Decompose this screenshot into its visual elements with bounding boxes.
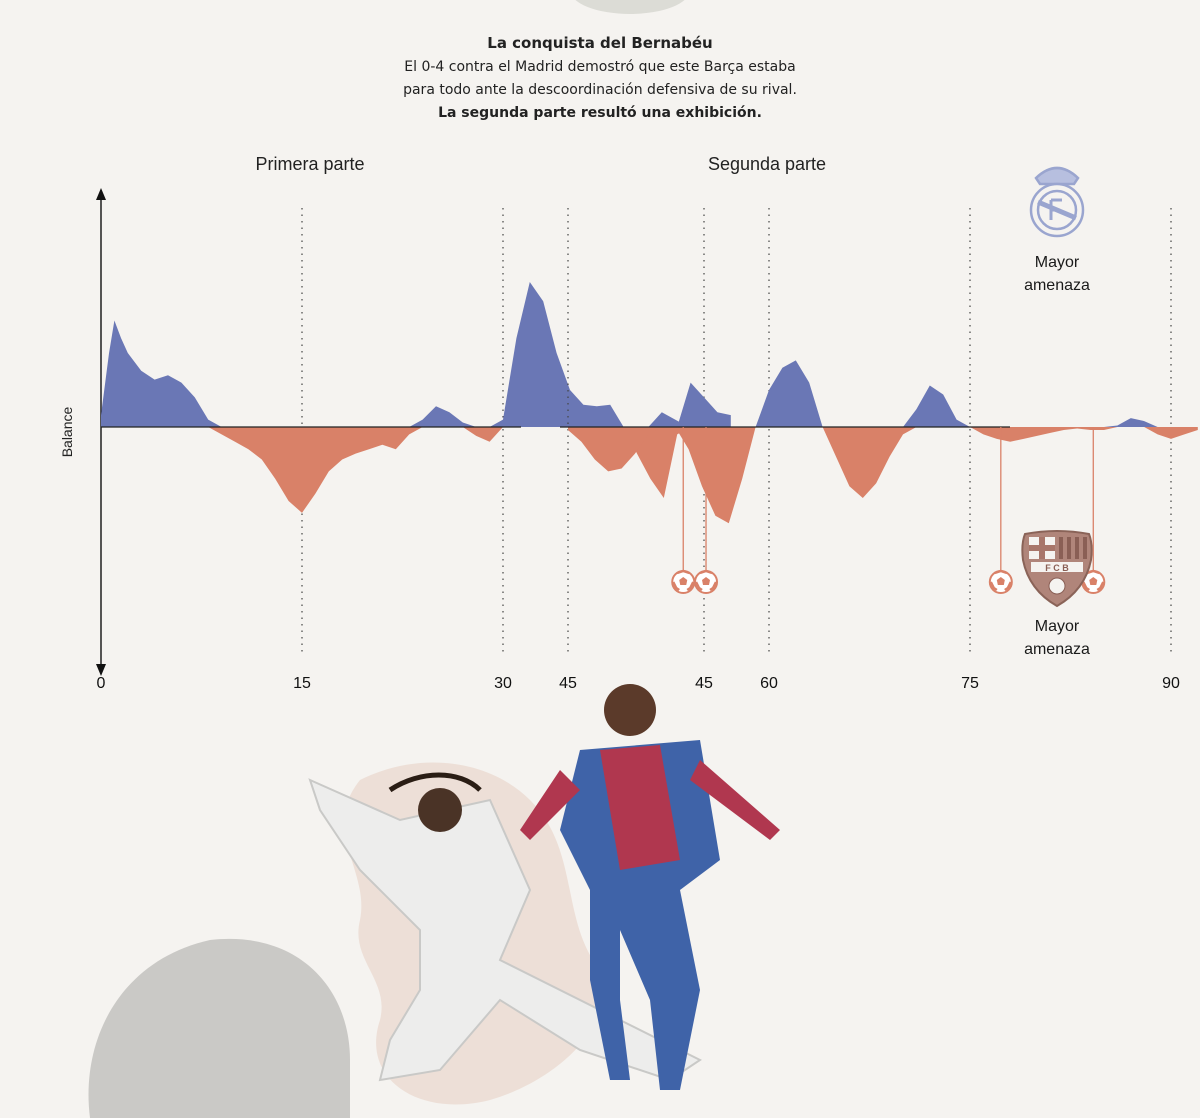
panel-title-2: Segunda parte (708, 154, 826, 174)
x-tick-label-45-second: 45 (559, 675, 577, 692)
chart-subtitle-line-1: El 0-4 contra el Madrid demostró que est… (404, 59, 796, 75)
goal-ball-patches-2 (694, 569, 718, 592)
goal-ball-pentagon-3 (996, 577, 1005, 585)
x-tick-label-45-first: 45 (695, 675, 713, 692)
goal-ball-pentagon-2 (702, 577, 711, 585)
x-tick-label-90-second: 90 (1162, 675, 1180, 692)
chart-subtitle-line-3: La segunda parte resultó una exhibición. (438, 105, 762, 121)
svg-text:F C B: F C B (1045, 563, 1069, 573)
goal-ball-pentagon-4 (1089, 577, 1098, 585)
bottom-legend-label-1: Mayor (1034, 618, 1080, 635)
fc-barcelona-legend: F C B Mayor amenaza (997, 530, 1117, 661)
positive-area-2 (568, 360, 1198, 427)
x-tick-label-60-second: 60 (760, 675, 778, 692)
real-madrid-crest-icon (1029, 166, 1085, 238)
white-kit-player (308, 772, 702, 1082)
players-illustration (88, 684, 780, 1118)
y-axis-arrow-down (96, 664, 106, 676)
blaugrana-kit-player (520, 684, 780, 1090)
goal-ball-pentagon-1 (679, 577, 688, 585)
real-madrid-legend: Mayor amenaza (997, 158, 1117, 297)
fc-barcelona-crest-icon: F C B (1021, 530, 1093, 608)
goal-ball-patches-1 (672, 569, 695, 592)
x-tick-label-15-first: 15 (293, 675, 311, 692)
threat-balance-chart: Balance Primera parte 0 15 30 45 Segunda parte… (59, 154, 1198, 692)
negative-area-1 (101, 427, 731, 513)
top-illustration (575, 0, 685, 14)
x-tick-label-30-first: 30 (494, 675, 512, 692)
goal-ball-patches-3 (989, 569, 1012, 592)
chart-title: La conquista del Bernabéu (487, 34, 713, 52)
top-legend-label-2: amenaza (1024, 277, 1090, 294)
chart-header: La conquista del Bernabéu El 0-4 contra … (0, 30, 1200, 125)
y-axis-arrow-up (96, 188, 106, 200)
x-tick-label-75-second: 75 (961, 675, 979, 692)
bottom-legend-label-2: amenaza (1024, 641, 1090, 658)
x-tick-label-0-first: 0 (97, 675, 106, 692)
panel-title-1: Primera parte (255, 154, 364, 174)
top-legend-label-1: Mayor (1034, 254, 1080, 271)
y-axis-label: Balance (59, 406, 75, 457)
positive-area-1 (101, 281, 731, 427)
goal-ball-patches-4 (1082, 569, 1105, 592)
chart-subtitle-line-2: para todo ante la descoordinación defens… (403, 82, 797, 98)
negative-area-2 (568, 427, 1198, 524)
faded-player-portrait (88, 938, 350, 1118)
